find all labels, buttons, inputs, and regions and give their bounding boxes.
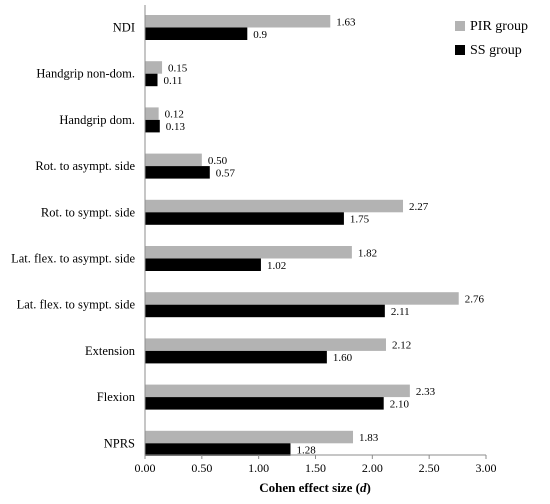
bar-ss-7: [145, 350, 327, 364]
value-label-pir-6: 2.76: [465, 293, 485, 305]
x-axis-title-main: Cohen effect size (: [259, 480, 360, 495]
value-label-pir-3: 0.50: [208, 155, 228, 167]
value-label-pir-5: 1.82: [358, 247, 377, 259]
value-label-pir-0: 1.63: [336, 16, 356, 28]
value-labels-layer: 1.63 0.9 0.150.11 0.120.13 0.500.57 2.27 1.75 1…: [164, 16, 485, 456]
legend: PIR group SS group: [455, 19, 528, 58]
bar-pir-0: [145, 15, 331, 28]
x-tick-label-2: 1.00: [248, 461, 269, 475]
value-label-ss-3: 0.57: [216, 167, 236, 179]
x-tick-label-1: 0.50: [191, 461, 212, 475]
x-tick-label-0: 0.00: [135, 461, 156, 475]
value-label-pir-9: 1.83: [359, 432, 379, 444]
bar-pir-5: [145, 246, 352, 259]
bar-ss-9: [145, 443, 291, 456]
category-label-4: Rot. to sympt. side: [41, 205, 136, 219]
legend-label-ss: SS group: [470, 43, 522, 58]
bar-pir-8: [145, 384, 410, 398]
bars-layer: [145, 15, 459, 456]
bar-pir-6: [145, 292, 459, 305]
legend-swatch-ss: [455, 45, 465, 55]
x-axis-title: Cohen effect size (d): [259, 480, 371, 495]
x-axis-title-variable: d: [360, 480, 367, 495]
value-label-ss-7: 1.60: [333, 352, 353, 364]
value-label-ss-6: 2.11: [391, 306, 410, 318]
legend-swatch-pir: [455, 21, 465, 31]
value-label-ss-5: 1.02: [267, 260, 286, 272]
bar-pir-4: [145, 199, 404, 213]
x-axis-title-close: ): [366, 480, 370, 495]
value-label-ss-4: 1.75: [350, 214, 370, 226]
category-label-7: Extension: [85, 344, 136, 358]
bar-ss-4: [145, 212, 344, 225]
value-label-ss-1: 0.11: [164, 75, 183, 87]
bar-pir-3: [145, 153, 202, 167]
bar-pir-7: [145, 338, 386, 351]
category-labels-layer: NDI Handgrip non-dom. Handgrip dom. Rot. to…: [11, 21, 136, 451]
category-label-9: NPRS: [104, 436, 135, 450]
category-label-8: Flexion: [97, 390, 136, 404]
bar-ss-3: [145, 166, 210, 179]
value-label-pir-4: 2.27: [409, 201, 429, 213]
value-label-pir-8: 2.33: [416, 386, 436, 398]
axes-layer: [144, 5, 487, 459]
x-tick-labels-layer: 0.00 0.50 1.00 1.50 2.00 2.50 3.00: [135, 461, 497, 475]
value-label-ss-2: 0.13: [166, 121, 186, 133]
bar-ss-6: [145, 304, 385, 318]
value-label-pir-7: 2.12: [392, 340, 411, 352]
bar-pir-9: [145, 430, 354, 444]
category-label-5: Lat. flex. to asympt. side: [11, 252, 135, 266]
value-label-ss-8: 2.10: [390, 398, 410, 410]
x-tick-label-5: 2.50: [419, 461, 440, 475]
bar-ss-0: [145, 27, 248, 40]
value-label-ss-9: 1.28: [296, 445, 316, 457]
value-label-pir-2: 0.12: [165, 109, 184, 121]
bar-pir-1: [145, 61, 163, 74]
category-label-6: Lat. flex. to sympt. side: [17, 298, 136, 312]
bar-ss-8: [145, 397, 384, 410]
bar-ss-1: [145, 73, 158, 87]
bar-ss-5: [145, 258, 261, 271]
x-tick-label-4: 2.00: [362, 461, 383, 475]
category-label-3: Rot. to asympt. side: [35, 159, 135, 173]
legend-label-pir: PIR group: [470, 19, 528, 34]
category-label-2: Handgrip dom.: [59, 113, 135, 127]
x-tick-label-6: 3.00: [476, 461, 497, 475]
category-label-1: Handgrip non-dom.: [36, 67, 135, 81]
bar-ss-2: [145, 119, 160, 133]
category-label-0: NDI: [113, 21, 135, 35]
value-label-ss-0: 0.9: [253, 29, 267, 41]
x-tick-label-3: 1.50: [305, 461, 326, 475]
value-label-pir-1: 0.15: [168, 62, 188, 74]
bar-pir-2: [145, 107, 159, 120]
